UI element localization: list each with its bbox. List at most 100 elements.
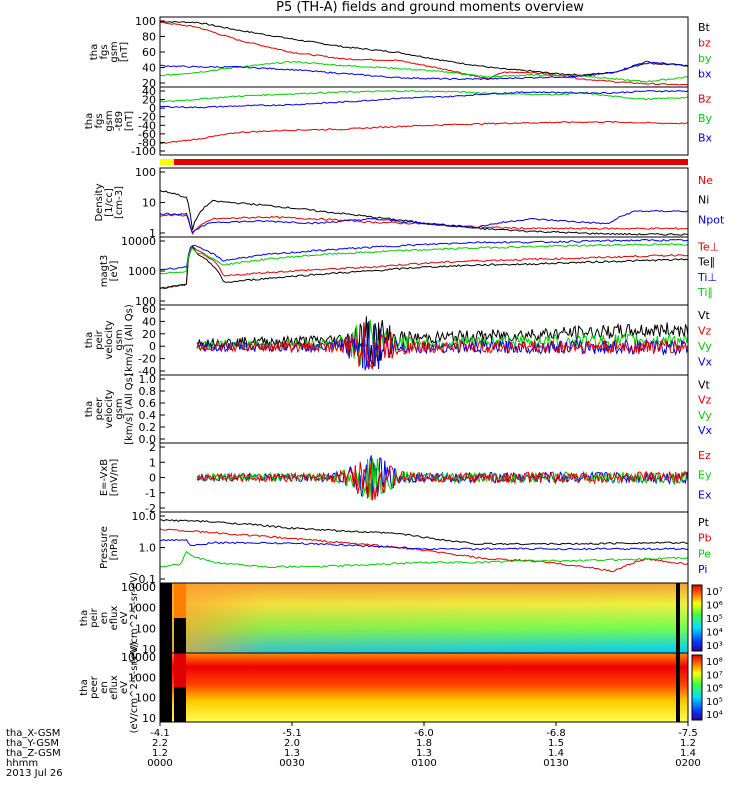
y-axis-label-line: E=-VxB [99, 459, 110, 496]
y-axis-label: thafgsgsm[nT] [89, 41, 130, 62]
x-row-label: tha_Z-GSM [6, 748, 61, 759]
y-axis-label-line: [eV] [109, 261, 120, 282]
y-tick-label: 40 [142, 62, 156, 75]
legend-ez: Ez [698, 449, 711, 462]
region-bar [160, 159, 688, 165]
y-axis-label-line: tha [84, 332, 95, 348]
legend-vt: Vt [698, 379, 711, 392]
data-gap [160, 583, 172, 653]
y-tick-label: 0.0 [139, 433, 157, 446]
y-tick-label: 100 [135, 166, 156, 179]
y-tick-label: 60 [142, 46, 156, 59]
colorbar-tick-label: 10³ [706, 641, 723, 652]
y-axis-label-line: peir [94, 329, 105, 349]
series-line-pe [159, 550, 689, 569]
x-tick-label: 1.5 [548, 738, 564, 749]
y-axis-label-line: peir [89, 607, 100, 627]
y-tick-label: 20 [142, 77, 156, 90]
x-tick-label: 2.2 [152, 738, 168, 749]
y-axis-label: thapeirvelocitygsm[km/s] (All Qs) [84, 304, 135, 376]
y-axis-label-line: gsm [114, 398, 125, 419]
panel-7: E=-VxB[mV/m] [99, 442, 689, 513]
y-tick-label: 100 [135, 15, 156, 28]
series-line-by [159, 90, 689, 103]
x-row-label: hhmm [6, 758, 38, 769]
panel-frame [159, 236, 689, 306]
legend-bz: Bz [698, 93, 712, 106]
series-line-bz [159, 120, 689, 144]
y-tick-label: 10 [142, 643, 156, 656]
y-tick-label: 100 [135, 692, 156, 705]
y-axis-label-line: en [99, 612, 110, 625]
series-line-bx [159, 60, 689, 81]
legend-ex: Ex [698, 488, 712, 501]
noise-trace-green [196, 458, 689, 501]
legend-pt: Pt [698, 516, 710, 529]
y-axis-label-line: tha [84, 113, 95, 129]
y-axis-label-line: gsm [104, 110, 115, 131]
panel-frame [159, 374, 689, 444]
series-line-bz [159, 21, 689, 86]
y-tick-label: 0.6 [139, 397, 157, 410]
y-tick-label: -2 [145, 502, 156, 515]
y-axis-label: Density[1/cc][cm-3] [94, 183, 125, 221]
y-tick-label: 0 [149, 102, 156, 115]
y-tick-label: 0.1 [139, 573, 157, 586]
x-tick-label: 1.4 [548, 748, 564, 759]
legend-te⊥: Te⊥ [697, 241, 719, 254]
x-tick-label: 0100 [411, 758, 436, 769]
legend-pi: Pi [698, 563, 707, 576]
y-tick-label: 10000 [121, 581, 156, 594]
y-tick-label: 10.0 [132, 510, 157, 523]
colorbar-tick-label: 10⁷ [706, 587, 723, 598]
y-axis-label: thapeervelocitygsm[km/s] (All Qs) [84, 373, 135, 445]
y-tick-label: 40 [142, 85, 156, 98]
colorbar-tick-label: 10⁸ [706, 657, 723, 668]
y-tick-label: -40 [138, 365, 156, 378]
colorbar [691, 584, 703, 652]
series-line-by [160, 60, 689, 83]
panel-10: thapeerenefluxeV(eV/cm^2-s-sr-eV) [79, 641, 703, 733]
x-tick-label: 2.0 [284, 738, 300, 749]
y-tick-label: 40 [142, 315, 156, 328]
legend-npot: Npot [698, 213, 725, 226]
panel-8: Pressure[nPa] [99, 511, 689, 584]
y-tick-label: 1000 [128, 265, 156, 278]
colorbar-tick-label: 10⁴ [706, 628, 723, 639]
panel-3: Density[1/cc][cm-3] [94, 167, 689, 238]
panel-frame [159, 511, 689, 584]
colorbar-tick-label: 10⁶ [706, 684, 723, 695]
legend-vx: Vx [698, 355, 713, 368]
y-tick-label: -40 [138, 119, 156, 132]
y-axis-label-line: en [99, 681, 110, 694]
legend-ne: Ne [698, 174, 713, 187]
y-axis-label-line: velocity [104, 320, 115, 359]
y-axis-label-line: [1/cc] [104, 188, 115, 217]
legend-vz: Vz [698, 324, 712, 337]
y-tick-label: 1.0 [139, 542, 157, 555]
y-axis-label-line: [nT] [119, 42, 130, 62]
y-tick-label: 100 [135, 295, 156, 308]
y-tick-label: 10 [142, 712, 156, 725]
series-line-ti⊥ [159, 238, 689, 271]
legend-ey: Ey [698, 469, 712, 482]
series-line-te∥ [159, 245, 689, 290]
y-tick-label: 10 [142, 197, 156, 210]
noise-trace-black [196, 316, 689, 367]
x-tick-label: 0000 [147, 758, 172, 769]
legend-vz: Vz [698, 394, 712, 407]
colorbar-tick-label: 10⁵ [706, 697, 723, 708]
colorbar-tick-label: 10⁴ [706, 710, 723, 721]
y-tick-label: 0.2 [139, 421, 157, 434]
y-tick-label: -100 [131, 145, 156, 158]
colorbar-tick-label: 10⁷ [706, 670, 723, 681]
y-tick-label: 0 [149, 340, 156, 353]
y-tick-label: -20 [138, 353, 156, 366]
y-tick-label: 0.4 [139, 409, 157, 422]
panel-1: thafgsgsm[nT] [89, 16, 689, 88]
y-axis-label-line: [km/s] (All Qs) [124, 304, 135, 376]
legend-ni: Ni [698, 194, 709, 207]
y-axis-label-line: eflux [109, 606, 120, 631]
legend-ti⊥: Ti⊥ [697, 271, 717, 284]
y-tick-label: 1 [149, 227, 156, 240]
